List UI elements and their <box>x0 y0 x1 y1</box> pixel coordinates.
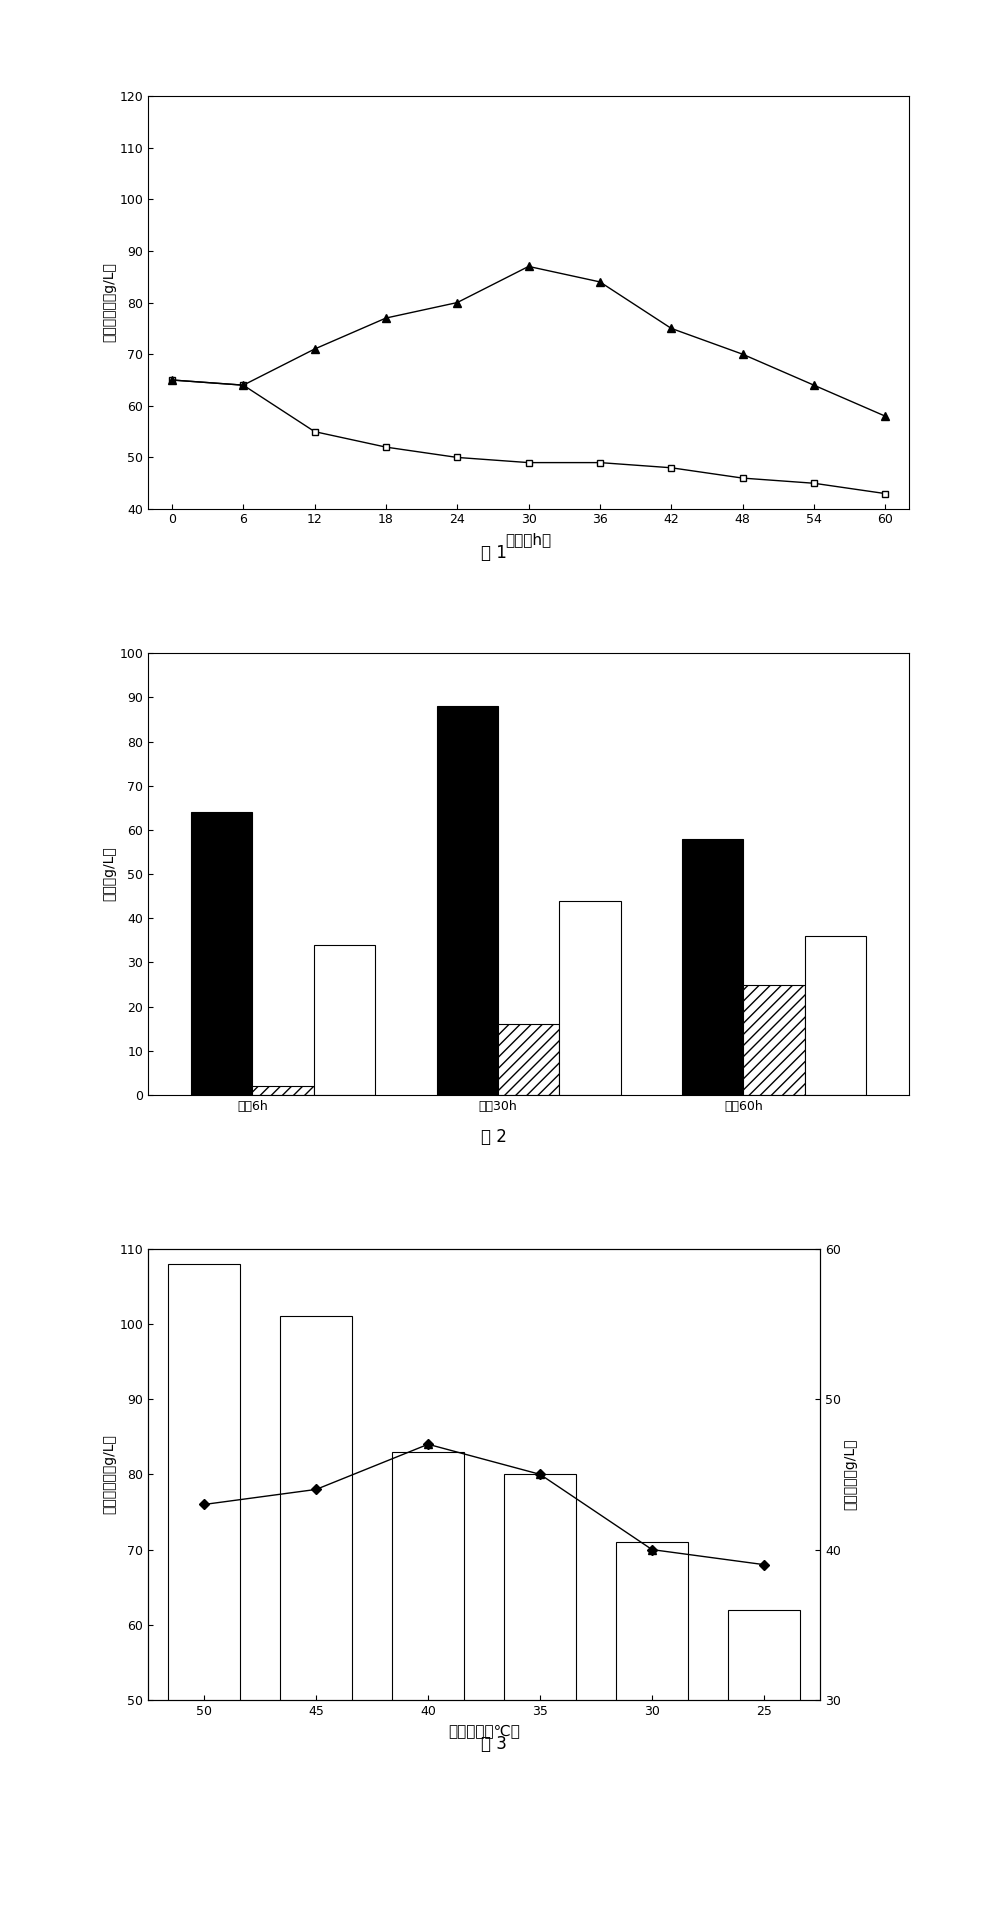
Bar <box>504 1475 576 1921</box>
Bar <box>314 945 375 1095</box>
Bar <box>281 1316 352 1921</box>
Text: 图 1: 图 1 <box>481 544 507 561</box>
X-axis label: 时间（h）: 时间（h） <box>506 532 551 547</box>
Bar <box>682 839 743 1095</box>
Bar <box>191 813 253 1095</box>
Text: 图 2: 图 2 <box>481 1128 507 1145</box>
Y-axis label: 乳酸浓度（g/L）: 乳酸浓度（g/L） <box>844 1439 858 1510</box>
Bar <box>559 901 620 1095</box>
X-axis label: 糖化温度（℃）: 糖化温度（℃） <box>449 1723 520 1739</box>
Text: 图 3: 图 3 <box>481 1735 507 1752</box>
Bar <box>498 1024 559 1095</box>
Y-axis label: 还原糖浓度（g/L）: 还原糖浓度（g/L） <box>103 263 117 342</box>
Bar <box>168 1264 240 1921</box>
Bar <box>743 984 804 1095</box>
Bar <box>617 1543 688 1921</box>
Bar <box>804 936 866 1095</box>
Bar <box>728 1610 800 1921</box>
Y-axis label: 还原糖浓度（g/L）: 还原糖浓度（g/L） <box>103 1435 117 1514</box>
Y-axis label: 浓度（g/L）: 浓度（g/L） <box>103 847 117 901</box>
Bar <box>392 1452 464 1921</box>
Bar <box>253 1085 314 1095</box>
Bar <box>437 707 498 1095</box>
